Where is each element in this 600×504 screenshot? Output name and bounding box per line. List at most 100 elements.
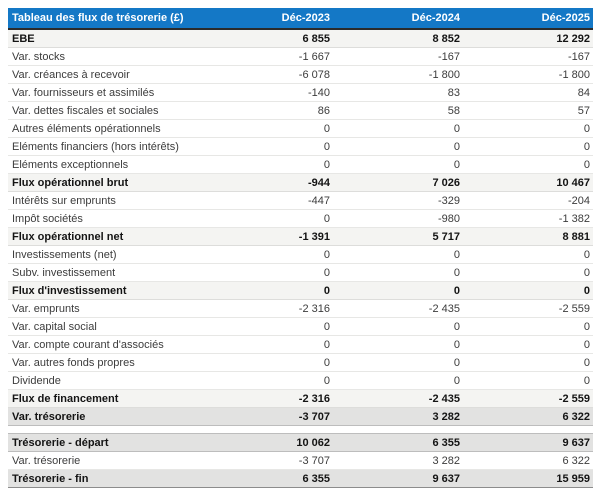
- table-row: Var. capital social 0 0 0: [8, 317, 593, 336]
- row-value: [203, 425, 333, 434]
- row-value: 0: [463, 281, 593, 300]
- row-value: 0: [463, 317, 593, 336]
- row-value: 0: [463, 371, 593, 390]
- row-value: 0: [463, 155, 593, 174]
- row-value: 0: [333, 317, 463, 336]
- row-value: -980: [333, 209, 463, 228]
- row-value: -329: [333, 191, 463, 210]
- row-value: -204: [463, 191, 593, 210]
- row-label: Eléments financiers (hors intérêts): [8, 137, 203, 156]
- row-label: Var. emprunts: [8, 299, 203, 318]
- row-label: Subv. investissement: [8, 263, 203, 282]
- row-value: -140: [203, 83, 333, 102]
- table-header-row: Tableau des flux de trésorerie (£) Déc-2…: [8, 8, 593, 30]
- row-value: -2 435: [333, 299, 463, 318]
- row-value: 8 881: [463, 227, 593, 246]
- table-row: Eléments exceptionnels 0 0 0: [8, 155, 593, 174]
- table-row: Flux opérationnel net -1 391 5 717 8 881: [8, 227, 593, 246]
- row-label: Impôt sociétés: [8, 209, 203, 228]
- spacer-row: [8, 425, 593, 434]
- table-row: Trésorerie - départ 10 062 6 355 9 637: [8, 433, 593, 452]
- row-value: 0: [333, 371, 463, 390]
- table-row: EBE 6 855 8 852 12 292: [8, 28, 593, 48]
- row-value: -6 078: [203, 65, 333, 84]
- row-value: 86: [203, 101, 333, 120]
- row-value: 0: [203, 317, 333, 336]
- table-title: Tableau des flux de trésorerie (£): [8, 8, 203, 30]
- row-label: Var. trésorerie: [8, 451, 203, 470]
- table-row: Flux de financement -2 316 -2 435 -2 559: [8, 389, 593, 408]
- row-label: Var. fournisseurs et assimilés: [8, 83, 203, 102]
- row-value: 10 062: [203, 433, 333, 452]
- row-value: 6 355: [333, 433, 463, 452]
- row-value: -2 316: [203, 389, 333, 408]
- row-value: [333, 425, 463, 434]
- table-row: Autres éléments opérationnels 0 0 0: [8, 119, 593, 138]
- row-value: 0: [203, 119, 333, 138]
- row-label: Var. créances à recevoir: [8, 65, 203, 84]
- row-value: 0: [203, 263, 333, 282]
- table-row: Var. trésorerie -3 707 3 282 6 322: [8, 451, 593, 470]
- row-label: Flux de financement: [8, 389, 203, 408]
- row-value: -1 391: [203, 227, 333, 246]
- row-label: Var. stocks: [8, 47, 203, 66]
- row-label: Var. compte courant d'associés: [8, 335, 203, 354]
- row-label: Trésorerie - départ: [8, 433, 203, 452]
- row-value: -2 435: [333, 389, 463, 408]
- row-value: 57: [463, 101, 593, 120]
- row-value: 0: [333, 245, 463, 264]
- row-value: 9 637: [463, 433, 593, 452]
- row-value: 5 717: [333, 227, 463, 246]
- row-value: 0: [333, 137, 463, 156]
- row-value: 0: [463, 263, 593, 282]
- row-value: 15 959: [463, 469, 593, 488]
- column-header-year-1: Déc-2023: [203, 8, 333, 30]
- row-value: 0: [203, 353, 333, 372]
- row-value: -2 559: [463, 389, 593, 408]
- row-value: -944: [203, 173, 333, 192]
- row-value: 83: [333, 83, 463, 102]
- table-body: EBE 6 855 8 852 12 292 Var. stocks -1 667 -167…: [8, 28, 593, 488]
- row-value: 0: [203, 155, 333, 174]
- table-row: Dividende 0 0 0: [8, 371, 593, 390]
- table-row: Impôt sociétés 0 -980 -1 382: [8, 209, 593, 228]
- row-value: 0: [333, 155, 463, 174]
- row-value: 0: [333, 119, 463, 138]
- row-value: 84: [463, 83, 593, 102]
- row-value: 3 282: [333, 407, 463, 426]
- row-value: -3 707: [203, 451, 333, 470]
- table-row: Intérêts sur emprunts -447 -329 -204: [8, 191, 593, 210]
- row-value: 6 855: [203, 28, 333, 48]
- row-label: Flux d'investissement: [8, 281, 203, 300]
- row-value: 6 322: [463, 407, 593, 426]
- row-label: Var. dettes fiscales et sociales: [8, 101, 203, 120]
- row-label: Dividende: [8, 371, 203, 390]
- table-row: Flux opérationnel brut -944 7 026 10 467: [8, 173, 593, 192]
- row-value: 0: [333, 335, 463, 354]
- row-value: 0: [463, 353, 593, 372]
- table-row: Var. fournisseurs et assimilés -140 83 84: [8, 83, 593, 102]
- row-value: -1 667: [203, 47, 333, 66]
- row-value: 0: [203, 209, 333, 228]
- row-value: 6 322: [463, 451, 593, 470]
- row-value: 0: [333, 263, 463, 282]
- cash-flow-table: Tableau des flux de trésorerie (£) Déc-2…: [8, 8, 593, 488]
- row-label: Var. capital social: [8, 317, 203, 336]
- row-value: [463, 425, 593, 434]
- row-value: 0: [333, 281, 463, 300]
- row-label: Flux opérationnel brut: [8, 173, 203, 192]
- row-label: Investissements (net): [8, 245, 203, 264]
- table-row: Var. stocks -1 667 -167 -167: [8, 47, 593, 66]
- row-value: 7 026: [333, 173, 463, 192]
- table-row: Var. autres fonds propres 0 0 0: [8, 353, 593, 372]
- table-row: Investissements (net) 0 0 0: [8, 245, 593, 264]
- row-value: 10 467: [463, 173, 593, 192]
- table-row: Subv. investissement 0 0 0: [8, 263, 593, 282]
- row-value: 0: [333, 353, 463, 372]
- table-row: Var. trésorerie -3 707 3 282 6 322: [8, 407, 593, 426]
- row-value: -2 316: [203, 299, 333, 318]
- row-value: -167: [463, 47, 593, 66]
- row-value: 3 282: [333, 451, 463, 470]
- column-header-year-3: Déc-2025: [463, 8, 593, 30]
- row-value: -167: [333, 47, 463, 66]
